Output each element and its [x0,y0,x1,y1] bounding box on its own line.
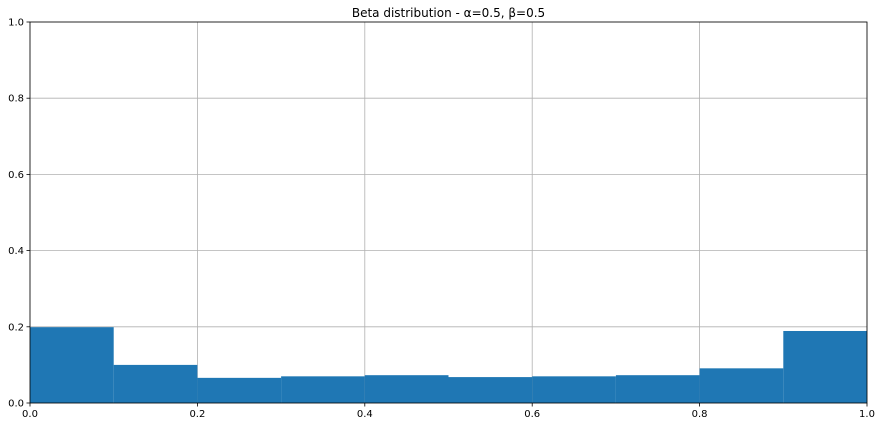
x-tick-label: 0.0 [22,409,38,420]
x-tick-label: 1.0 [859,409,875,420]
y-tick-label: 1.0 [8,18,24,29]
chart-title: Beta distribution - α=0.5, β=0.5 [352,6,545,20]
axes-frame [29,21,868,404]
x-tick-label: 0.2 [189,409,205,420]
y-tick-label: 0.6 [8,170,24,181]
grid [29,21,868,404]
axes: 0.0 0.2 0.4 0.6 0.8 1.0 0.0 0.2 0.4 0.6 0.8 1.0 [8,18,875,421]
histogram-bar [197,377,282,403]
x-tick-label: 0.6 [524,409,540,420]
y-tick-label: 0.4 [8,246,24,257]
y-tick-label: 0.2 [8,322,24,333]
histogram-bar [699,368,784,403]
histogram-bars [30,327,867,403]
y-tick-label: 0.8 [8,94,24,105]
histogram-bar [113,364,198,403]
histogram-bar [783,330,867,403]
x-tick-label: 0.4 [357,409,373,420]
histogram-bar [364,375,449,403]
histogram-bar [448,377,533,403]
x-tick-label: 0.8 [692,409,708,420]
histogram-bar [281,376,365,403]
histogram-bar [30,327,114,403]
histogram-bar [532,376,616,403]
y-tick-label: 0.0 [8,399,24,410]
histogram-bar [615,375,700,403]
